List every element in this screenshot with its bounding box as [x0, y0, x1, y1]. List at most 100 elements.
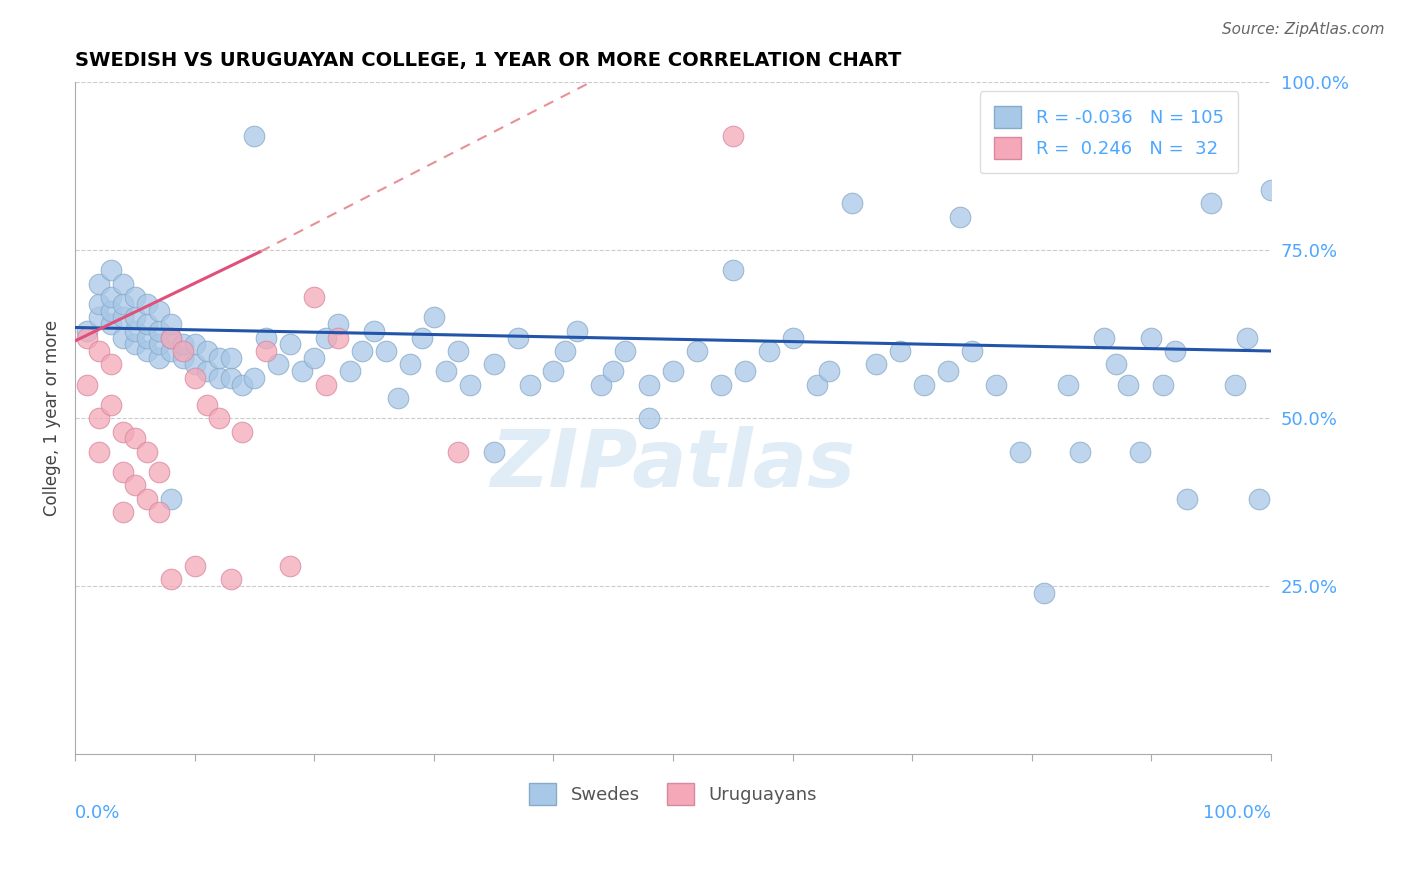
Point: [100, 263, 122, 277]
Point: [278, 337, 301, 351]
Point: [387, 391, 409, 405]
Point: [183, 358, 205, 372]
Point: [219, 371, 242, 385]
Point: [1056, 377, 1078, 392]
Point: [111, 505, 134, 519]
Point: [87, 310, 110, 325]
Point: [721, 263, 744, 277]
Point: [87, 411, 110, 425]
Point: [87, 277, 110, 291]
Point: [76, 377, 98, 392]
Point: [87, 444, 110, 458]
Point: [135, 297, 157, 311]
Point: [159, 317, 181, 331]
Point: [124, 324, 146, 338]
Point: [363, 324, 385, 338]
Point: [482, 444, 505, 458]
Point: [912, 377, 935, 392]
Point: [936, 364, 959, 378]
Point: [207, 411, 229, 425]
Point: [399, 358, 422, 372]
Point: [543, 364, 565, 378]
Point: [148, 465, 170, 479]
Point: [447, 343, 470, 358]
Point: [710, 377, 733, 392]
Point: [1177, 491, 1199, 506]
Point: [638, 377, 661, 392]
Point: [758, 343, 780, 358]
Point: [172, 343, 194, 358]
Point: [949, 210, 972, 224]
Point: [243, 371, 266, 385]
Point: [984, 377, 1007, 392]
Point: [111, 310, 134, 325]
Point: [602, 364, 624, 378]
Point: [135, 444, 157, 458]
Point: [554, 343, 576, 358]
Point: [195, 364, 218, 378]
Point: [686, 343, 709, 358]
Point: [231, 425, 253, 439]
Point: [87, 297, 110, 311]
Point: [567, 324, 589, 338]
Legend: Swedes, Uruguayans: Swedes, Uruguayans: [522, 776, 824, 812]
Point: [1249, 491, 1271, 506]
Point: [100, 398, 122, 412]
Point: [458, 377, 481, 392]
Point: [1164, 343, 1187, 358]
Point: [1032, 586, 1054, 600]
Point: [124, 337, 146, 351]
Point: [302, 351, 325, 365]
Point: [960, 343, 983, 358]
Point: [148, 324, 170, 338]
Point: [339, 364, 361, 378]
Point: [662, 364, 685, 378]
Point: [172, 351, 194, 365]
Point: [148, 505, 170, 519]
Point: [591, 377, 613, 392]
Point: [734, 364, 756, 378]
Point: [1236, 330, 1258, 344]
Point: [328, 317, 350, 331]
Point: [148, 303, 170, 318]
Point: [1152, 377, 1174, 392]
Point: [100, 303, 122, 318]
Point: [302, 290, 325, 304]
Point: [111, 465, 134, 479]
Point: [614, 343, 637, 358]
Point: [207, 351, 229, 365]
Point: [267, 358, 290, 372]
Point: [315, 330, 337, 344]
Point: [865, 358, 887, 372]
Point: [195, 343, 218, 358]
Point: [183, 558, 205, 573]
Point: [111, 297, 134, 311]
Point: [482, 358, 505, 372]
Point: [375, 343, 398, 358]
Point: [195, 398, 218, 412]
Text: ZIPatlas: ZIPatlas: [491, 426, 856, 504]
Point: [159, 572, 181, 586]
Point: [721, 129, 744, 144]
Point: [159, 343, 181, 358]
Text: 0.0%: 0.0%: [75, 805, 121, 822]
Point: [124, 310, 146, 325]
Point: [111, 277, 134, 291]
Point: [111, 425, 134, 439]
Point: [148, 337, 170, 351]
Point: [219, 572, 242, 586]
Point: [159, 330, 181, 344]
Point: [411, 330, 433, 344]
Point: [135, 317, 157, 331]
Point: [817, 364, 839, 378]
Point: [423, 310, 446, 325]
Point: [76, 330, 98, 344]
Point: [315, 377, 337, 392]
Point: [124, 290, 146, 304]
Point: [159, 491, 181, 506]
Point: [183, 371, 205, 385]
Point: [100, 317, 122, 331]
Point: [506, 330, 529, 344]
Point: [148, 351, 170, 365]
Point: [352, 343, 374, 358]
